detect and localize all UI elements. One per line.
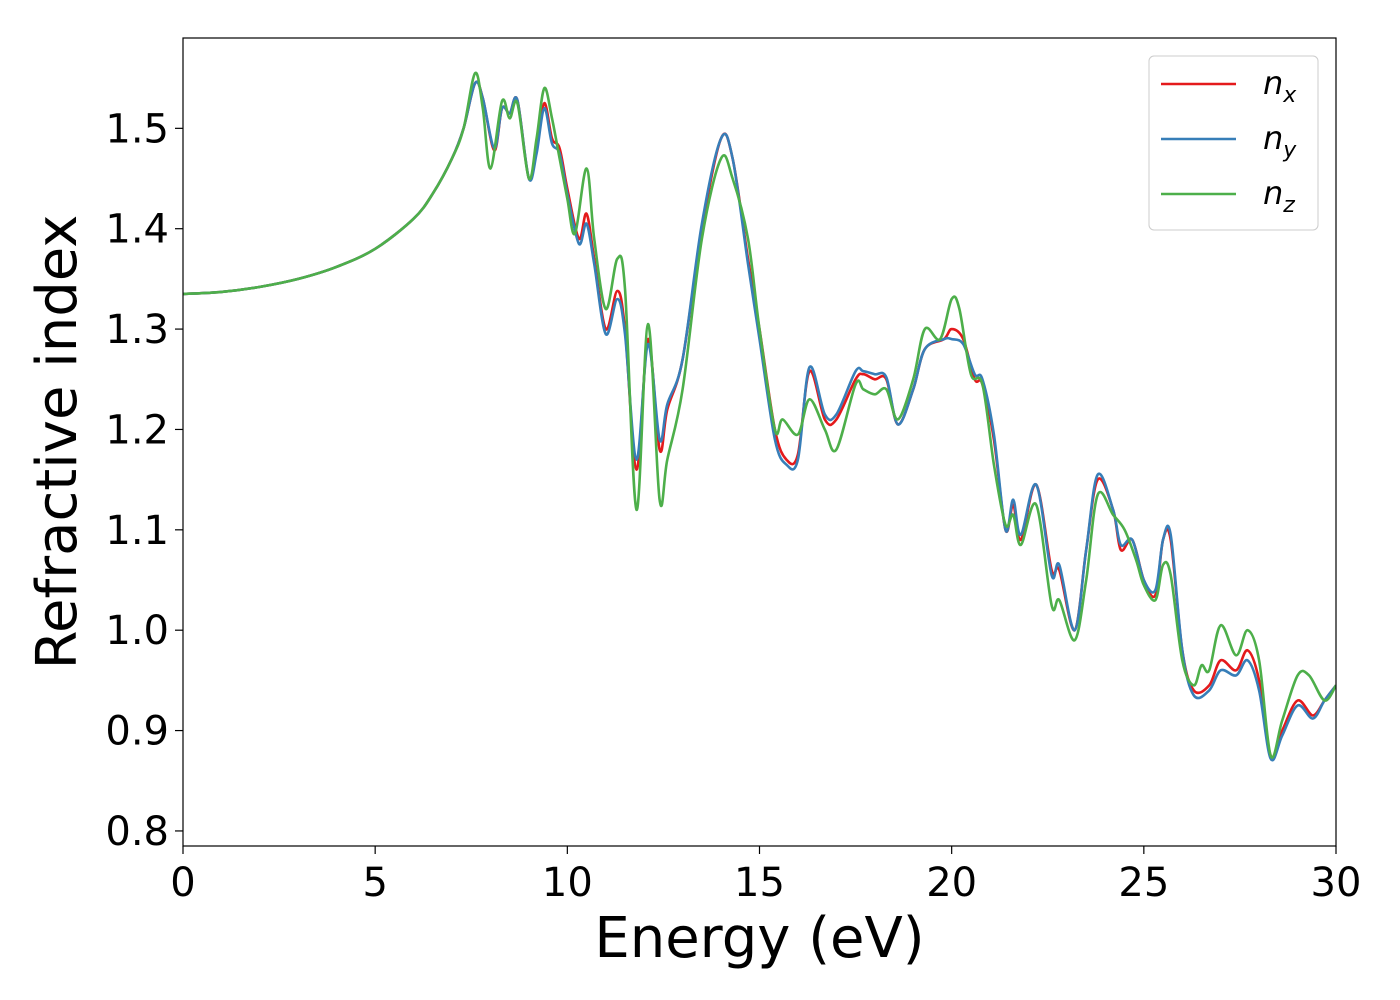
x-tick-label: 30 (1311, 860, 1362, 906)
y-tick-label: 1.3 (105, 307, 169, 353)
y-tick-label: 0.9 (105, 709, 169, 755)
legend-label-nz: nz (1263, 174, 1295, 218)
legend: nx ny nz (1148, 55, 1319, 231)
x-tick-label: 10 (542, 860, 593, 906)
y-axis-ticks: 0.8 0.9 1.0 1.1 1.2 1.3 1.4 1.5 (105, 106, 183, 855)
y-tick-label: 1.1 (105, 508, 169, 554)
y-tick-label: 1.2 (105, 407, 169, 453)
x-tick-label: 20 (926, 860, 977, 906)
series-line-ny (183, 80, 1336, 762)
legend-box (1148, 55, 1319, 231)
y-axis-label: Refractive index (25, 215, 90, 670)
x-tick-label: 5 (362, 860, 387, 906)
legend-label-nx: nx (1263, 64, 1297, 108)
y-tick-label: 1.0 (105, 608, 169, 654)
x-tick-label: 25 (1118, 860, 1169, 906)
x-axis-label: Energy (eV) (594, 906, 924, 971)
series-line-nz (183, 71, 1336, 759)
y-tick-label: 0.8 (105, 809, 169, 855)
x-tick-label: 15 (734, 860, 785, 906)
y-tick-label: 1.4 (105, 207, 169, 253)
y-tick-label: 1.5 (105, 106, 169, 152)
x-axis-ticks: 0 5 10 15 20 25 30 (170, 846, 1361, 906)
legend-label-ny: ny (1263, 119, 1297, 163)
x-tick-label: 0 (170, 860, 195, 906)
series-layer (183, 71, 1336, 762)
